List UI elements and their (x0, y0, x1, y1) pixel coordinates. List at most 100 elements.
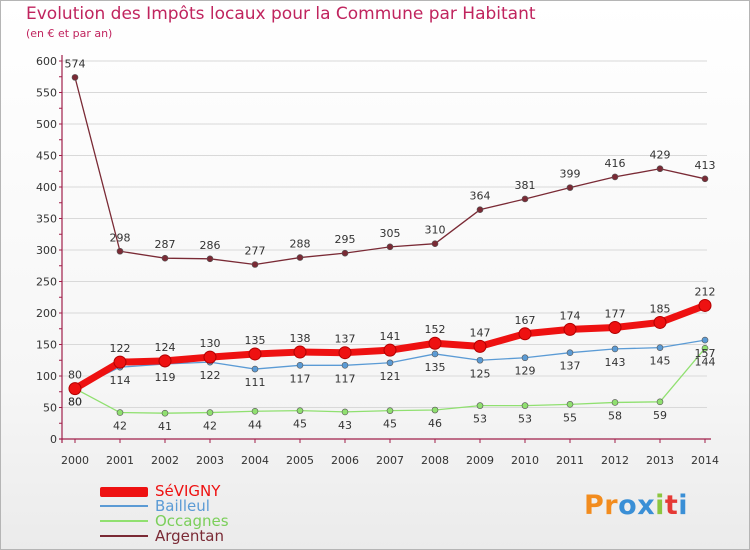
x-tick-label: 2008 (421, 454, 449, 467)
y-tick-label: 550 (36, 87, 57, 100)
y-tick-label: 600 (36, 55, 57, 68)
data-point (113, 355, 127, 369)
data-label: 80 (68, 396, 82, 409)
data-point (206, 255, 214, 263)
x-tick-label: 2004 (241, 454, 269, 467)
data-label: 364 (470, 190, 491, 203)
legend-swatch-sevigny (100, 487, 148, 497)
x-tick-label: 2002 (151, 454, 179, 467)
data-point (68, 382, 82, 396)
legend-item-occagnes[interactable]: Occagnes (100, 512, 340, 530)
data-label: 117 (335, 372, 356, 385)
data-point (383, 343, 397, 357)
data-label: 177 (605, 307, 626, 320)
data-label: 429 (650, 149, 671, 162)
legend: SéVIGNY Bailleul Occagnes Argentan (100, 482, 340, 546)
data-point (428, 336, 442, 350)
legend-swatch-argentan (100, 535, 148, 537)
legend-swatch-occagnes (100, 520, 148, 522)
legend-label: Occagnes (155, 512, 229, 530)
data-point (251, 261, 259, 268)
legend-item-bailleul[interactable]: Bailleul (100, 497, 340, 515)
x-tick-label: 2012 (601, 454, 629, 467)
x-tick-label: 2014 (691, 454, 719, 467)
logo-letter: x (637, 490, 656, 521)
data-label: 43 (338, 419, 352, 432)
data-label: 135 (245, 334, 266, 347)
data-label: 42 (113, 420, 127, 433)
data-point (563, 322, 577, 336)
data-point (608, 320, 622, 334)
data-point (701, 336, 709, 344)
legend-item-argentan[interactable]: Argentan (100, 527, 340, 545)
data-point (611, 173, 619, 181)
data-point (341, 361, 349, 369)
data-label: 287 (155, 238, 176, 251)
y-tick-label: 500 (36, 118, 57, 131)
x-tick-label: 2009 (466, 454, 494, 467)
legend-swatch-bailleul (100, 505, 148, 507)
data-point (341, 408, 349, 416)
data-label: 59 (653, 409, 667, 422)
data-label: 137 (560, 360, 581, 373)
data-point (338, 346, 352, 360)
data-label: 212 (695, 285, 716, 298)
data-point (431, 406, 439, 414)
x-tick-label: 2005 (286, 454, 314, 467)
data-label: 80 (68, 369, 82, 382)
data-label: 399 (560, 168, 581, 181)
data-point (476, 206, 484, 213)
data-point (701, 344, 709, 352)
logo-letter: r (604, 490, 619, 521)
data-label: 45 (383, 418, 397, 431)
data-label: 295 (335, 233, 356, 246)
data-label: 130 (200, 337, 221, 350)
data-label: 45 (293, 418, 307, 431)
data-point (521, 195, 529, 203)
data-label: 42 (203, 420, 217, 433)
data-point (386, 407, 394, 414)
x-tick-label: 2007 (376, 454, 404, 467)
logo-letter: t (664, 490, 679, 521)
data-label: 185 (650, 302, 671, 315)
data-point (431, 350, 439, 358)
data-point (251, 407, 259, 415)
data-point (566, 401, 574, 408)
data-point (71, 74, 79, 81)
legend-item-sevigny[interactable]: SéVIGNY (100, 482, 340, 500)
y-tick-label: 100 (36, 370, 57, 383)
proxiti-logo: Proxiti (584, 490, 688, 521)
data-label: 119 (155, 371, 176, 384)
data-point (566, 349, 574, 356)
data-point (158, 354, 172, 368)
logo-letter: P (584, 490, 605, 521)
data-label: 55 (563, 411, 577, 424)
legend-label: Bailleul (155, 497, 210, 515)
data-label: 58 (608, 409, 622, 422)
data-label: 114 (110, 374, 131, 387)
data-point (116, 409, 124, 416)
data-label: 310 (425, 224, 446, 237)
x-tick-label: 2013 (646, 454, 674, 467)
data-point (161, 254, 169, 262)
data-label: 416 (605, 157, 626, 170)
y-tick-label: 250 (36, 276, 57, 289)
data-label: 144 (695, 355, 716, 368)
data-label: 44 (248, 418, 262, 431)
data-point (116, 247, 124, 255)
data-label: 80 (68, 396, 82, 409)
data-point (701, 175, 709, 183)
x-tick-label: 2001 (106, 454, 134, 467)
data-label: 143 (605, 356, 626, 369)
y-tick-label: 350 (36, 213, 57, 226)
logo-letter: i (678, 490, 689, 521)
data-label: 381 (515, 179, 536, 192)
x-tick-label: 2006 (331, 454, 359, 467)
data-label: 41 (158, 420, 172, 433)
data-point (653, 315, 667, 329)
data-point (386, 243, 394, 251)
data-label: 137 (335, 333, 356, 346)
y-tick-label: 450 (36, 150, 57, 163)
x-tick-label: 2010 (511, 454, 539, 467)
